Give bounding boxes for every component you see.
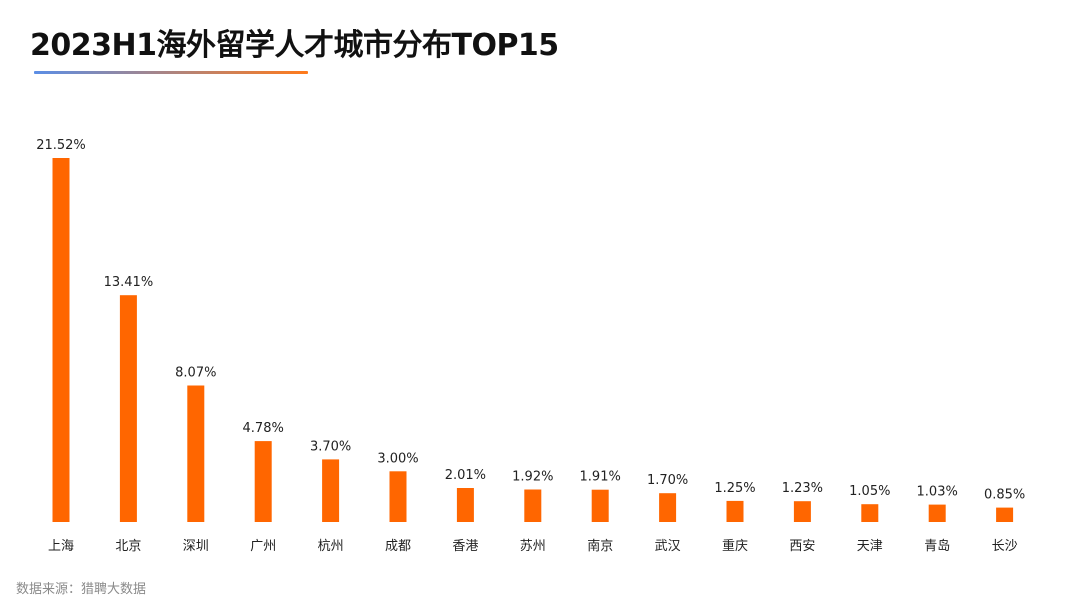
value-label-3: 8.07% [175, 366, 216, 381]
value-label-9: 1.91% [580, 470, 621, 485]
value-label-10: 1.70% [647, 473, 688, 488]
category-label-11: 重庆 [722, 538, 748, 554]
bar-2 [119, 295, 137, 522]
category-label-5: 杭州 [318, 539, 344, 554]
category-label-4: 广州 [250, 539, 276, 554]
bar-15 [996, 507, 1014, 522]
bar-6 [389, 471, 407, 522]
bar-12 [793, 501, 811, 522]
title-underline [34, 71, 308, 74]
bar-9 [591, 489, 609, 522]
bar-7 [456, 488, 474, 522]
bar-14 [928, 504, 946, 522]
value-label-2: 13.41% [104, 275, 154, 290]
bar-10 [659, 493, 677, 522]
value-label-7: 2.01% [445, 468, 486, 483]
category-label-9: 南京 [587, 538, 613, 554]
category-label-6: 成都 [385, 539, 411, 554]
category-label-10: 武汉 [655, 539, 681, 554]
bar-4 [254, 441, 272, 522]
category-label-7: 香港 [452, 539, 478, 554]
category-label-14: 青岛 [924, 538, 950, 554]
category-label-15: 长沙 [992, 539, 1018, 554]
value-label-15: 0.85% [984, 488, 1025, 503]
value-label-6: 3.00% [377, 451, 418, 466]
source-note: 数据来源：猎聘大数据 [16, 582, 147, 597]
category-label-8: 苏州 [520, 538, 546, 554]
category-label-3: 深圳 [183, 539, 209, 554]
bar-13 [861, 504, 879, 522]
category-label-13: 天津 [857, 539, 883, 554]
value-label-14: 1.03% [917, 485, 958, 500]
value-label-5: 3.70% [310, 439, 351, 454]
value-label-1: 21.52% [36, 138, 86, 153]
value-label-12: 1.23% [782, 481, 823, 496]
bar-3 [187, 385, 205, 522]
value-label-13: 1.05% [849, 484, 890, 499]
category-label-1: 上海 [48, 539, 74, 554]
bar-1 [52, 158, 70, 522]
bar-5 [322, 459, 340, 522]
value-label-8: 1.92% [512, 470, 553, 485]
value-label-11: 1.25% [714, 481, 755, 496]
bar-11 [726, 500, 744, 522]
bar-8 [524, 489, 542, 522]
category-label-12: 西安 [789, 539, 815, 554]
category-label-2: 北京 [115, 539, 141, 554]
value-label-4: 4.78% [243, 421, 284, 436]
chart-title: 2023H1海外留学人才城市分布TOP15 [30, 28, 559, 63]
